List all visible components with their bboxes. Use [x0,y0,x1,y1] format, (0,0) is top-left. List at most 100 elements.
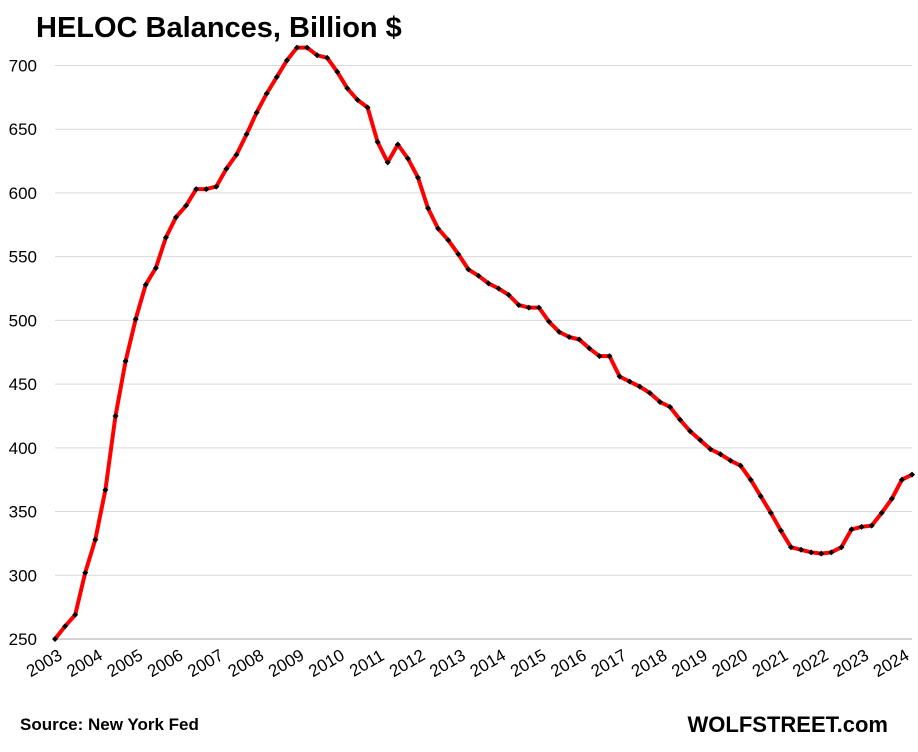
data-point [142,281,149,288]
x-tick-label: 2009 [265,646,307,681]
data-point [838,544,845,551]
x-tick-label: 2019 [668,646,710,681]
data-point [122,358,129,365]
data-point [213,183,220,190]
data-point [757,493,764,500]
data-point [304,44,311,51]
data-point [586,345,593,352]
data-point [888,495,895,502]
data-point [828,549,835,556]
data-point [909,471,915,478]
data-point [535,304,542,311]
x-tick-label: 2011 [346,646,387,681]
source-note: Source: New York Fed [20,715,199,734]
data-point [707,446,714,453]
data-point [788,544,795,551]
data-point [364,104,371,111]
data-point [283,57,290,64]
data-point [384,159,391,166]
data-point [223,165,230,172]
x-tick-label: 2004 [63,646,105,681]
x-tick-label: 2007 [184,646,226,681]
y-tick-label: 350 [9,503,37,522]
data-point [485,280,492,287]
x-axis-tick-labels: 2003200420052006200720082009201020112012… [23,646,912,681]
data-point [334,68,341,75]
y-tick-label: 250 [9,630,37,649]
data-point [566,333,573,340]
data-point [495,285,502,292]
data-point [102,486,109,493]
data-point [636,383,643,390]
data-point [667,404,674,411]
data-point [737,462,744,469]
data-point [606,353,613,360]
data-point [314,52,321,59]
data-point [243,131,250,138]
data-point [414,174,421,181]
data-point [193,186,200,193]
x-tick-label: 2016 [547,646,589,681]
series-line [53,45,914,641]
data-point [425,205,432,212]
data-point [818,550,825,557]
data-point [354,96,361,103]
data-point [556,328,563,335]
data-point [616,373,623,380]
x-tick-label: 2006 [144,646,186,681]
data-point [324,54,331,61]
data-point [777,527,784,534]
x-tick-label: 2012 [386,646,428,681]
data-point [233,151,240,158]
data-point [747,476,754,483]
data-point [626,378,633,385]
data-point [515,302,522,309]
x-tick-label: 2003 [23,646,65,681]
data-point [808,549,815,556]
data-point [374,138,381,145]
data-point [203,186,210,193]
data-point [848,526,855,533]
y-tick-label: 700 [9,56,37,75]
data-point [132,316,139,323]
data-point [646,390,653,397]
x-tick-label: 2014 [467,646,509,681]
data-point [112,412,119,419]
data-point [898,476,905,483]
series-layer [52,44,915,642]
data-point [475,272,482,279]
data-point [687,428,694,435]
data-point [767,509,774,516]
x-tick-label: 2010 [305,646,347,681]
data-point [344,85,351,92]
data-point [596,353,603,360]
data-point [152,265,159,272]
data-point [505,291,512,298]
data-point [727,457,734,464]
data-point [525,304,532,311]
data-point [868,522,875,529]
y-tick-label: 300 [9,566,37,585]
gridlines [55,64,912,576]
brand-logo: WOLFSTREET.com [687,712,888,737]
data-point [697,437,704,444]
data-point [576,336,583,343]
y-tick-label: 400 [9,439,37,458]
chart-title: HELOC Balances, Billion $ [36,12,402,44]
data-point [172,214,179,221]
data-point [858,523,865,530]
data-point [72,611,79,618]
data-point [162,234,169,241]
data-point [798,546,805,553]
data-point [394,141,401,148]
data-point [656,398,663,405]
data-point [878,509,885,516]
x-tick-label: 2015 [507,646,549,681]
x-tick-label: 2013 [426,646,468,681]
x-tick-label: 2005 [104,646,146,681]
y-tick-label: 450 [9,375,37,394]
y-tick-label: 650 [9,120,37,139]
data-point [183,202,190,209]
data-point [677,416,684,423]
